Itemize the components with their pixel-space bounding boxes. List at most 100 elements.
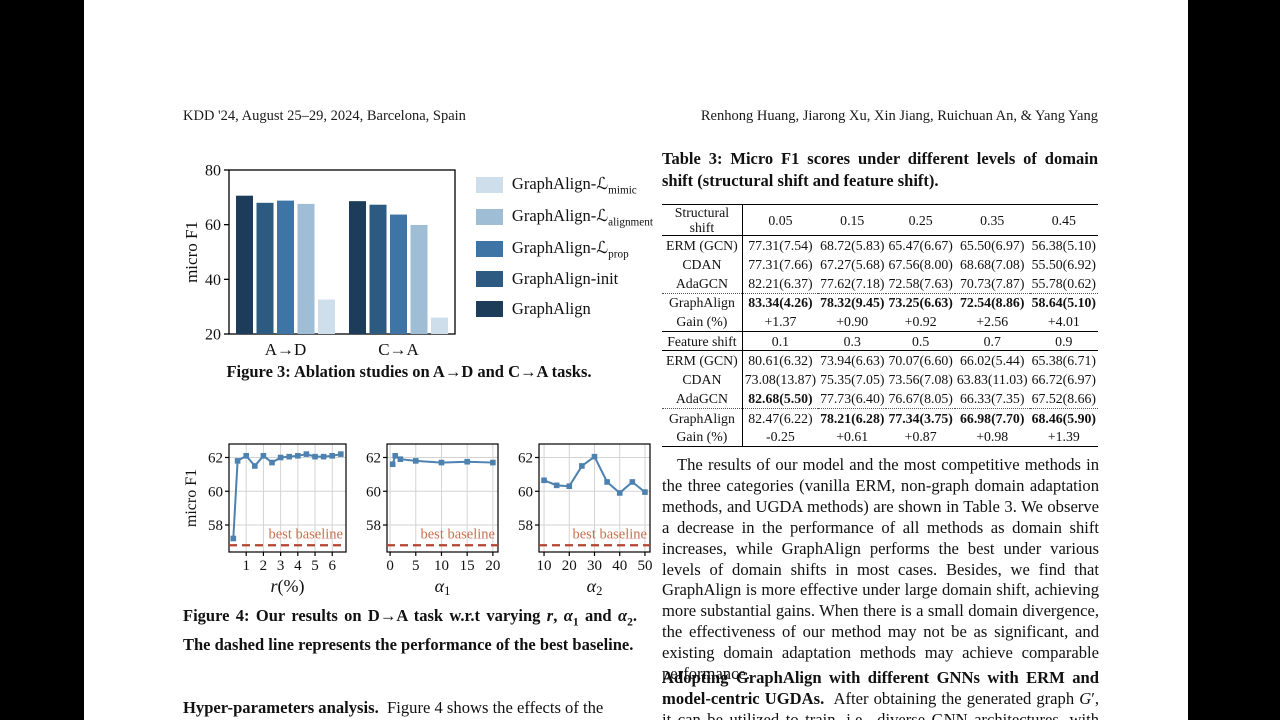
shift-level: 0.3 bbox=[818, 330, 887, 352]
svg-text:62: 62 bbox=[518, 451, 533, 467]
table-row: AdaGCN 82.68(5.50) 77.73(6.40) 76.67(8.05) 6… bbox=[662, 389, 1098, 409]
method-name: AdaGCN bbox=[675, 390, 728, 406]
score-cell: 68.46(5.90) bbox=[1029, 407, 1098, 428]
score-cell: +4.01 bbox=[1047, 314, 1080, 330]
score-cell: 66.98(7.70) bbox=[954, 407, 1030, 428]
svg-text:58: 58 bbox=[366, 518, 381, 534]
score-cell: 80.61(6.32) bbox=[741, 350, 819, 370]
figure4-caption: Figure 4: Our results on D→A task w.r.t … bbox=[183, 606, 638, 654]
svg-text:40: 40 bbox=[205, 272, 221, 289]
legend-label: GraphAlign bbox=[511, 298, 591, 318]
svg-text:micro F1: micro F1 bbox=[183, 221, 201, 283]
svg-text:58: 58 bbox=[518, 518, 533, 534]
score-cell: 65.47(6.67) bbox=[888, 237, 953, 253]
shift-level: 0.5 bbox=[886, 330, 955, 352]
table-row: GraphAlign 83.34(4.26) 78.32(9.45) 73.25(6.… bbox=[662, 292, 1098, 313]
score-cell: 77.62(7.18) bbox=[820, 275, 885, 291]
svg-text:40: 40 bbox=[612, 558, 627, 574]
svg-text:58: 58 bbox=[208, 518, 223, 534]
svg-text:60: 60 bbox=[366, 484, 381, 500]
best-baseline-label: best baseline bbox=[572, 526, 647, 542]
figure4-subplot-r: 58 60 62 1 2 3 4 5 6 micro F1 r(%) best baseline bbox=[183, 443, 347, 597]
score-cell: +1.39 bbox=[1029, 427, 1098, 448]
method-name: GraphAlign bbox=[662, 407, 743, 428]
conference-info: KDD '24, August 25–29, 2024, Barcelona, … bbox=[183, 108, 466, 124]
method-name: Gain (%) bbox=[676, 314, 728, 330]
shift-level: 0.45 bbox=[1029, 204, 1098, 236]
shift-level: 0.25 bbox=[886, 204, 955, 236]
score-cell: 65.38(6.71) bbox=[1031, 352, 1096, 368]
figure3-legend: GraphAlign-ℒmimic GraphAlign-ℒalignment Gr… bbox=[475, 150, 653, 362]
svg-text:60: 60 bbox=[205, 217, 221, 234]
score-cell: 75.35(7.05) bbox=[820, 371, 885, 387]
best-baseline-label: best baseline bbox=[269, 526, 344, 542]
score-cell: 55.78(0.62) bbox=[1031, 275, 1096, 291]
section-label: Structural shift bbox=[662, 204, 743, 236]
score-cell: 73.08(13.87) bbox=[741, 369, 819, 389]
score-cell: 67.27(5.68) bbox=[820, 256, 885, 272]
figure4: 58 60 62 1 2 3 4 5 6 micro F1 r(%) best baseline 58… bbox=[183, 418, 653, 598]
svg-text:r(%): r(%) bbox=[271, 576, 305, 597]
svg-text:α2: α2 bbox=[587, 576, 603, 598]
svg-text:20: 20 bbox=[485, 558, 500, 574]
legend-swatch bbox=[475, 240, 503, 257]
svg-text:10: 10 bbox=[536, 558, 551, 574]
score-cell: 77.34(3.75) bbox=[886, 407, 955, 428]
svg-text:62: 62 bbox=[366, 451, 381, 467]
svg-text:2: 2 bbox=[260, 558, 268, 574]
paper-page: KDD '24, August 25–29, 2024, Barcelona, … bbox=[84, 0, 1188, 720]
method-name: GraphAlign bbox=[662, 292, 743, 313]
score-cell: +0.90 bbox=[836, 314, 869, 330]
legend-label: GraphAlign-ℒmimic bbox=[511, 174, 637, 197]
adopting-paragraph: Adopting GraphAlign with different GNNs … bbox=[662, 668, 1099, 720]
score-cell: 56.38(5.10) bbox=[1031, 237, 1096, 253]
score-cell: 63.83(11.03) bbox=[956, 371, 1028, 387]
page-header: KDD '24, August 25–29, 2024, Barcelona, … bbox=[183, 108, 1098, 125]
figure3-bar-chart: 20 40 60 80 micro F1 A→D C→A bbox=[183, 163, 456, 359]
svg-text:60: 60 bbox=[208, 484, 223, 500]
table-row: ERM (GCN) 77.31(7.54) 68.72(5.83) 65.47(6.6… bbox=[662, 235, 1098, 255]
svg-text:4: 4 bbox=[294, 558, 302, 574]
legend-item: GraphAlign bbox=[475, 298, 653, 319]
shift-level: 0.05 bbox=[741, 204, 819, 236]
score-cell: 83.34(4.26) bbox=[741, 292, 819, 313]
figure4-subplot-alpha1: 58 60 62 0 5 10 15 20 α1 best baseline bbox=[366, 443, 500, 598]
best-baseline-label: best baseline bbox=[420, 526, 495, 542]
table-row: Gain (%) +1.37 +0.90 +0.92 +2.56 +4.01 bbox=[662, 312, 1098, 332]
score-cell: 76.67(8.05) bbox=[888, 390, 953, 406]
legend-label: GraphAlign-ℒprop bbox=[511, 237, 629, 260]
svg-text:20: 20 bbox=[205, 327, 221, 344]
score-cell: +1.37 bbox=[741, 312, 819, 332]
table-section-header: Structural shift 0.05 0.15 0.25 0.35 0.45 bbox=[662, 204, 1098, 236]
score-cell: +0.92 bbox=[904, 314, 937, 330]
table-section-header: Feature shift 0.1 0.3 0.5 0.7 0.9 bbox=[662, 330, 1098, 352]
method-name: ERM (GCN) bbox=[666, 352, 738, 368]
score-cell: 82.47(6.22) bbox=[741, 407, 819, 428]
section-label: Feature shift bbox=[662, 330, 743, 352]
legend-item: GraphAlign-ℒalignment bbox=[475, 206, 653, 228]
svg-text:micro F1: micro F1 bbox=[183, 469, 200, 527]
legend-label: GraphAlign-init bbox=[511, 269, 619, 289]
score-cell: 73.94(6.63) bbox=[820, 352, 885, 368]
svg-text:5: 5 bbox=[311, 558, 319, 574]
table3-caption: Table 3: Micro F1 scores under different… bbox=[662, 149, 1098, 190]
score-cell: 65.50(6.97) bbox=[960, 237, 1025, 253]
score-cell: 68.72(5.83) bbox=[820, 237, 885, 253]
table-row: AdaGCN 82.21(6.37) 77.62(7.18) 72.58(7.63) 7… bbox=[662, 273, 1098, 294]
table-row: CDAN 73.08(13.87) 75.35(7.05) 73.56(7.08) 63… bbox=[662, 369, 1098, 389]
score-cell: 78.32(9.45) bbox=[818, 292, 887, 313]
table-row: GraphAlign 82.47(6.22) 78.21(6.28) 77.34(3.… bbox=[662, 407, 1098, 428]
score-cell: 77.73(6.40) bbox=[820, 390, 885, 406]
svg-text:30: 30 bbox=[587, 558, 602, 574]
shift-level: 0.15 bbox=[818, 204, 887, 236]
table-row: ERM (GCN) 80.61(6.32) 73.94(6.63) 70.07(6.6… bbox=[662, 350, 1098, 370]
score-cell: +2.56 bbox=[976, 314, 1009, 330]
method-name: AdaGCN bbox=[675, 275, 728, 291]
score-cell: 66.33(7.35) bbox=[960, 390, 1025, 406]
score-cell: +0.61 bbox=[818, 427, 887, 448]
score-cell: +0.98 bbox=[954, 427, 1030, 448]
authors: Renhong Huang, Jiarong Xu, Xin Jiang, Ru… bbox=[700, 108, 1098, 124]
figure3: 20 40 60 80 micro F1 A→D C→A GraphAlign-ℒmimic… bbox=[183, 150, 653, 362]
score-cell: 66.72(6.97) bbox=[1031, 371, 1096, 387]
table-row: CDAN 77.31(7.66) 67.27(5.68) 67.56(8.00) 68.… bbox=[662, 254, 1098, 274]
